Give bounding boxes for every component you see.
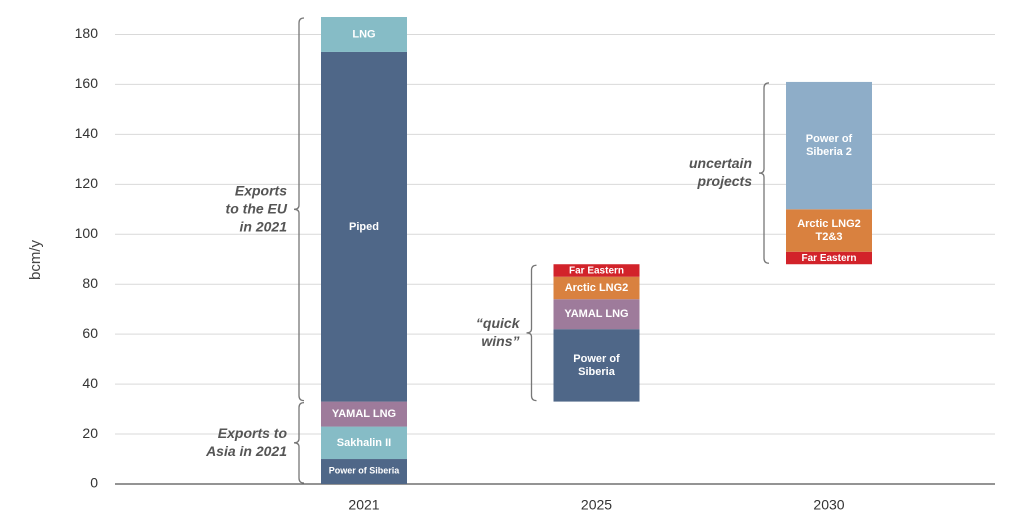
segment-label: Power of Siberia: [573, 353, 620, 378]
segment-label: YAMAL LNG: [332, 408, 396, 420]
annotation: uncertain projects: [689, 155, 752, 189]
text-line: Far Eastern: [801, 253, 856, 264]
text-line: T2&3: [816, 231, 843, 243]
bar-segment: [553, 299, 640, 330]
segment-label: Far Eastern: [569, 265, 624, 276]
text-line: Power of: [806, 133, 853, 145]
y-tick-label: 180: [75, 25, 99, 41]
y-tick-label: 20: [82, 425, 98, 441]
bar-segment: [553, 276, 640, 300]
segment-label: Power of Siberia 2: [806, 133, 853, 158]
segment-label: Power of Siberia: [329, 466, 401, 476]
segment-label: Far Eastern: [801, 253, 856, 264]
text-line: to the EU: [226, 200, 288, 216]
x-tick-label: 2030: [813, 497, 844, 513]
y-tick-label: 0: [90, 475, 98, 491]
segment-label: YAMAL LNG: [564, 308, 628, 320]
segment-label: Arctic LNG2 T2&3: [797, 218, 861, 243]
y-axis-title: bcm/y: [27, 240, 44, 281]
text-line: LNG: [352, 28, 375, 40]
text-line: projects: [697, 173, 753, 189]
y-tick-label: 80: [82, 275, 98, 291]
text-line: Arctic LNG2: [565, 282, 629, 294]
segment-label: Sakhalin II: [337, 437, 391, 449]
y-tick-label: 60: [82, 325, 98, 341]
text-line: Siberia: [578, 366, 616, 378]
text-line: “quick: [476, 315, 521, 331]
bar-segment: [321, 51, 407, 402]
bar-segment: [321, 426, 407, 460]
bracket: [293, 401, 305, 484]
text-line: Siberia 2: [806, 146, 852, 158]
y-tick-label: 140: [75, 125, 99, 141]
bar-segment: [321, 401, 407, 427]
text-line: in 2021: [240, 218, 288, 234]
bar-segment: [553, 329, 640, 402]
bar-segment: [321, 459, 407, 484]
text-line: Asia in 2021: [205, 442, 287, 458]
bar-segment: [786, 251, 872, 265]
bracket: [758, 82, 770, 264]
y-tick-label: 40: [82, 375, 98, 391]
annotation: Exports to the EU in 2021: [226, 182, 288, 234]
text-line: Sakhalin II: [337, 437, 391, 449]
segment-label: LNG: [352, 28, 375, 40]
text-line: YAMAL LNG: [332, 408, 396, 420]
annotation: Exports to Asia in 2021: [205, 424, 287, 458]
y-tick-label: 120: [75, 175, 99, 191]
bar-segment: [553, 264, 640, 277]
segment-label: Piped: [349, 221, 379, 233]
text-line: Exports to: [218, 424, 288, 440]
segment-label: Arctic LNG2: [565, 282, 629, 294]
y-tick-label: 100: [75, 225, 99, 241]
annotation: “quick wins”: [476, 315, 521, 349]
text-line: Exports: [235, 182, 287, 198]
text-line: Far Eastern: [569, 265, 624, 276]
text-line: uncertain: [689, 155, 752, 171]
bar-segment: [786, 81, 872, 210]
y-tick-label: 160: [75, 75, 99, 91]
bar-segment: [321, 17, 407, 52]
bracket: [293, 17, 305, 402]
bracket: [526, 264, 537, 402]
text-line: Power of Siberia: [329, 466, 401, 476]
bar-segment: [786, 209, 872, 252]
text-line: Piped: [349, 221, 379, 233]
text-line: YAMAL LNG: [564, 308, 628, 320]
text-line: Arctic LNG2: [797, 218, 861, 230]
text-line: wins”: [481, 333, 519, 349]
text-line: Power of: [573, 353, 620, 365]
x-tick-label: 2025: [581, 497, 612, 513]
x-tick-label: 2021: [348, 497, 379, 513]
